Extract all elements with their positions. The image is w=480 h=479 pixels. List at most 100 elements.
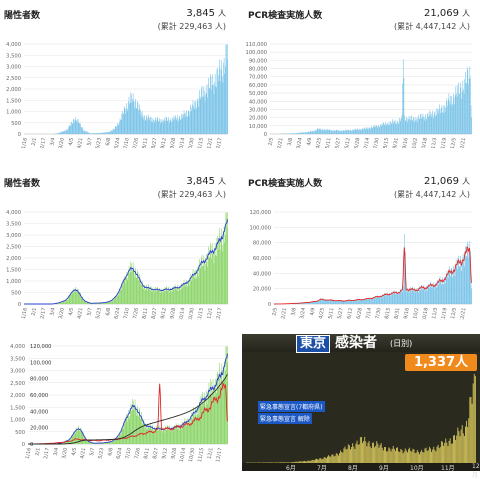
bar [317, 302, 318, 304]
bar [463, 81, 464, 134]
tv-bar [345, 447, 346, 463]
bar [156, 429, 157, 444]
bar [194, 109, 195, 134]
bar [198, 408, 199, 444]
tv-bar [454, 435, 455, 463]
bar [386, 296, 387, 304]
bar [202, 394, 203, 444]
x-tick-label: 4/5 [68, 137, 75, 146]
bar [154, 123, 155, 134]
bar [219, 380, 220, 444]
bar [467, 241, 468, 304]
x-tick-label: 12/21 [459, 137, 467, 148]
bar [352, 131, 353, 134]
bar [387, 126, 388, 134]
bar [147, 290, 148, 304]
x-tick-label: 3/8 [290, 307, 297, 316]
bar [393, 293, 394, 304]
bar [142, 287, 143, 304]
bar [200, 403, 201, 444]
tv-bar [460, 436, 461, 463]
bar [162, 119, 163, 134]
bar [112, 301, 113, 304]
y-tick-label: 2,500 [6, 245, 21, 251]
tv-bar [385, 447, 386, 463]
bar [347, 131, 348, 134]
bar [350, 130, 351, 134]
bar [108, 132, 109, 134]
bar [117, 126, 118, 134]
bar [63, 301, 64, 304]
bar [129, 274, 130, 304]
bar [187, 117, 188, 134]
bar [446, 99, 447, 134]
bar [370, 299, 371, 304]
bar [358, 300, 359, 304]
x-tick-label: 3/4 [53, 447, 60, 456]
bar [390, 121, 391, 134]
bar [289, 133, 290, 134]
y-tick-label: 20,000 [249, 116, 267, 122]
bar [295, 133, 296, 134]
bar [178, 289, 179, 304]
bar [322, 129, 323, 134]
bar [442, 105, 443, 134]
y-tick-label: 120,000 [250, 210, 271, 216]
bar [74, 289, 75, 304]
bar [455, 95, 456, 134]
bar [163, 290, 164, 304]
bar [419, 289, 420, 304]
bar [447, 106, 448, 134]
bar [205, 409, 206, 444]
tv-bar [400, 449, 401, 463]
tv-lifted-label: 緊急事態宣言 解除 [258, 413, 312, 424]
bar [88, 442, 89, 444]
bar [205, 264, 206, 304]
bar [438, 114, 439, 134]
bar [117, 123, 118, 134]
bar [172, 430, 173, 444]
bar [218, 81, 219, 134]
tv-month-label: 12月 [472, 463, 480, 479]
bar [124, 106, 125, 134]
bar [159, 430, 160, 444]
bar [218, 386, 219, 444]
x-tick-label: 6/24 [114, 137, 122, 148]
bar [316, 130, 317, 134]
x-tick-label: 5/23 [95, 307, 103, 319]
bar [224, 226, 225, 304]
y-tick-label: 100,000 [250, 225, 271, 231]
bar [422, 290, 423, 304]
bar [405, 120, 406, 134]
bar [381, 126, 382, 134]
bar [370, 129, 371, 134]
bar [384, 125, 385, 134]
bar [211, 77, 212, 134]
bar [120, 120, 121, 134]
bar [81, 127, 82, 134]
bar [337, 301, 338, 304]
tv-bar [373, 443, 374, 463]
bar [366, 299, 367, 304]
bar [461, 271, 462, 304]
bar [122, 429, 123, 444]
bar [128, 270, 129, 304]
bar [398, 295, 399, 304]
bar [462, 91, 463, 134]
bar [394, 292, 395, 304]
bar [373, 126, 374, 134]
tv-bar [395, 451, 396, 463]
bar [180, 286, 181, 304]
bar [75, 117, 76, 134]
bar [441, 284, 442, 304]
y-tick-label: 0 [18, 302, 21, 308]
bar [220, 68, 221, 134]
bar [329, 301, 330, 304]
bar [466, 257, 467, 304]
bar [319, 301, 320, 304]
bar [135, 408, 136, 444]
bar [300, 133, 301, 134]
bar [162, 432, 163, 444]
bar [425, 288, 426, 304]
x-tick-label: 4/9 [309, 307, 316, 316]
